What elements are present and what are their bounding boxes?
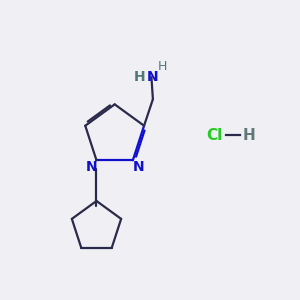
Text: N: N — [85, 160, 97, 174]
Text: N: N — [147, 70, 159, 84]
Text: H: H — [133, 70, 145, 84]
Text: Cl: Cl — [207, 128, 223, 143]
Text: H: H — [242, 128, 255, 143]
Text: H: H — [158, 60, 167, 73]
Text: N: N — [132, 160, 144, 174]
